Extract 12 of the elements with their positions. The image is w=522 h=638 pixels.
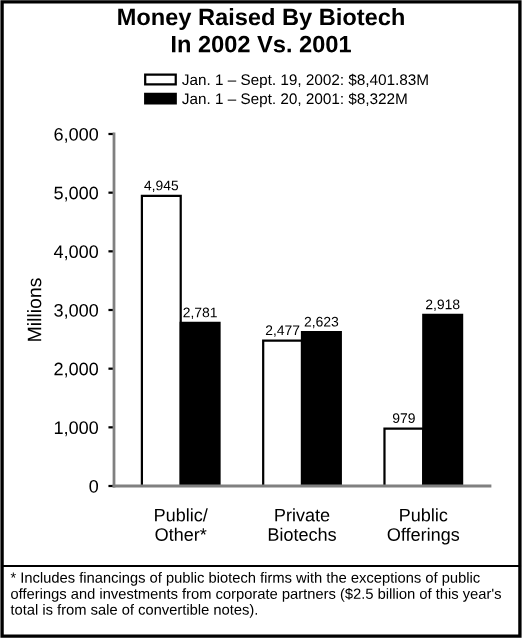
x-tick-label: Public/ Other* <box>155 508 208 541</box>
y-tick-label: 0 <box>89 479 99 493</box>
y-tick-label: 4,000 <box>53 245 99 261</box>
x-tick-label: Public Offerings <box>387 508 460 545</box>
chart-title: Money Raised By Biotech In 2002 Vs. 2001 <box>118 8 404 53</box>
x-tick-label: Private Biotechs <box>268 508 336 541</box>
y-tick-label: 1,000 <box>54 421 99 437</box>
y-tick-label: 6,000 <box>54 127 99 143</box>
y-axis-title: Millions <box>27 278 42 341</box>
y-tick-label: 5,000 <box>54 186 99 202</box>
y-tick-label: 2,000 <box>54 362 99 378</box>
y-tick-label: 3,000 <box>54 303 99 319</box>
